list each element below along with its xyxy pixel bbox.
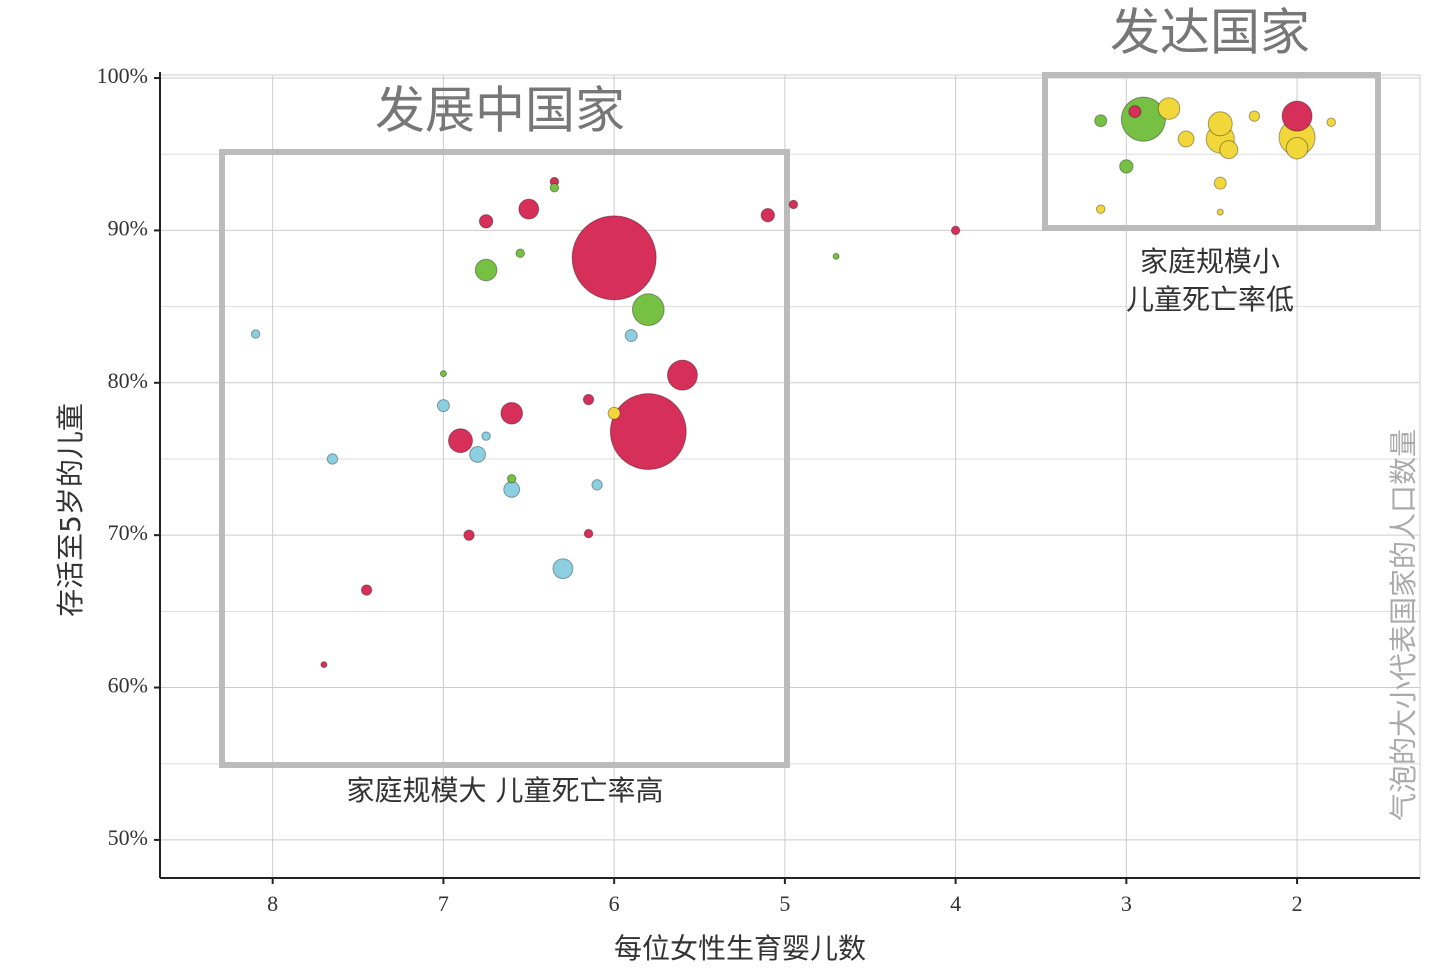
bubble	[1207, 111, 1233, 137]
size-label: 气泡的大小代表国家的人口数量	[1387, 429, 1420, 821]
bubble	[609, 393, 687, 470]
x-tick-label: 6	[609, 891, 620, 916]
bubble	[666, 359, 698, 391]
bubble	[439, 370, 447, 378]
bubble	[447, 428, 473, 454]
bubble	[320, 661, 328, 669]
bubble	[469, 445, 486, 463]
bubble	[549, 183, 560, 193]
bubble	[1248, 110, 1261, 122]
bubble	[515, 248, 525, 259]
bubble	[1216, 208, 1224, 216]
bubble	[463, 529, 475, 541]
y-tick-label: 90%	[108, 215, 148, 240]
x-tick-label: 2	[1292, 891, 1303, 916]
annotation: 儿童死亡率低	[1126, 283, 1294, 316]
bubble	[436, 399, 450, 413]
y-tick-label: 100%	[97, 63, 148, 88]
x-tick-label: 8	[267, 891, 278, 916]
annotation: 发展中国家	[375, 82, 625, 140]
x-tick-label: 7	[438, 891, 449, 916]
y-tick-label: 60%	[108, 673, 148, 698]
y-tick-label: 80%	[108, 368, 148, 393]
annotation: 发达国家	[1110, 4, 1310, 62]
bubble	[474, 258, 498, 282]
y-tick-label: 50%	[108, 825, 148, 850]
bubble	[1157, 97, 1181, 120]
bubble	[1326, 117, 1336, 127]
bubble	[481, 431, 491, 441]
bubble	[1177, 130, 1195, 148]
bubble	[591, 479, 603, 491]
bubble	[1095, 204, 1106, 214]
bubble	[250, 329, 261, 339]
bubble	[1219, 140, 1239, 160]
x-tick-label: 3	[1121, 891, 1132, 916]
bubble	[631, 293, 665, 327]
bubble	[1285, 136, 1309, 160]
bubble	[950, 225, 961, 236]
bubble	[832, 252, 840, 260]
bubble	[582, 393, 595, 406]
bubble	[1213, 176, 1227, 190]
bubble	[1094, 114, 1108, 128]
bubble	[1128, 105, 1142, 119]
x-tick-label: 5	[779, 891, 790, 916]
x-tick-label: 4	[950, 891, 961, 916]
bubble	[624, 329, 638, 343]
bubble	[552, 558, 574, 580]
bubble	[571, 215, 657, 301]
bubble	[360, 584, 373, 596]
bubble	[506, 474, 517, 484]
developing-box	[219, 149, 790, 768]
bubble	[1119, 159, 1134, 174]
bubble	[583, 528, 594, 539]
bubble	[478, 214, 494, 229]
bubble	[607, 406, 621, 420]
bubble	[326, 453, 339, 465]
bubble	[760, 207, 776, 223]
bubble	[788, 199, 799, 210]
bubble	[518, 198, 540, 220]
annotation: 家庭规模大 儿童死亡率高	[347, 774, 664, 807]
x-axis-label: 每位女性生育婴儿数	[614, 932, 866, 965]
annotation: 家庭规模小	[1140, 245, 1280, 278]
bubble	[1281, 100, 1313, 132]
developed-box	[1042, 72, 1381, 231]
y-tick-label: 70%	[108, 520, 148, 545]
bubble	[500, 401, 524, 425]
y-axis-label: 存活至5岁的儿童	[54, 403, 87, 617]
bubble	[503, 481, 521, 498]
bubbles	[250, 96, 1336, 669]
